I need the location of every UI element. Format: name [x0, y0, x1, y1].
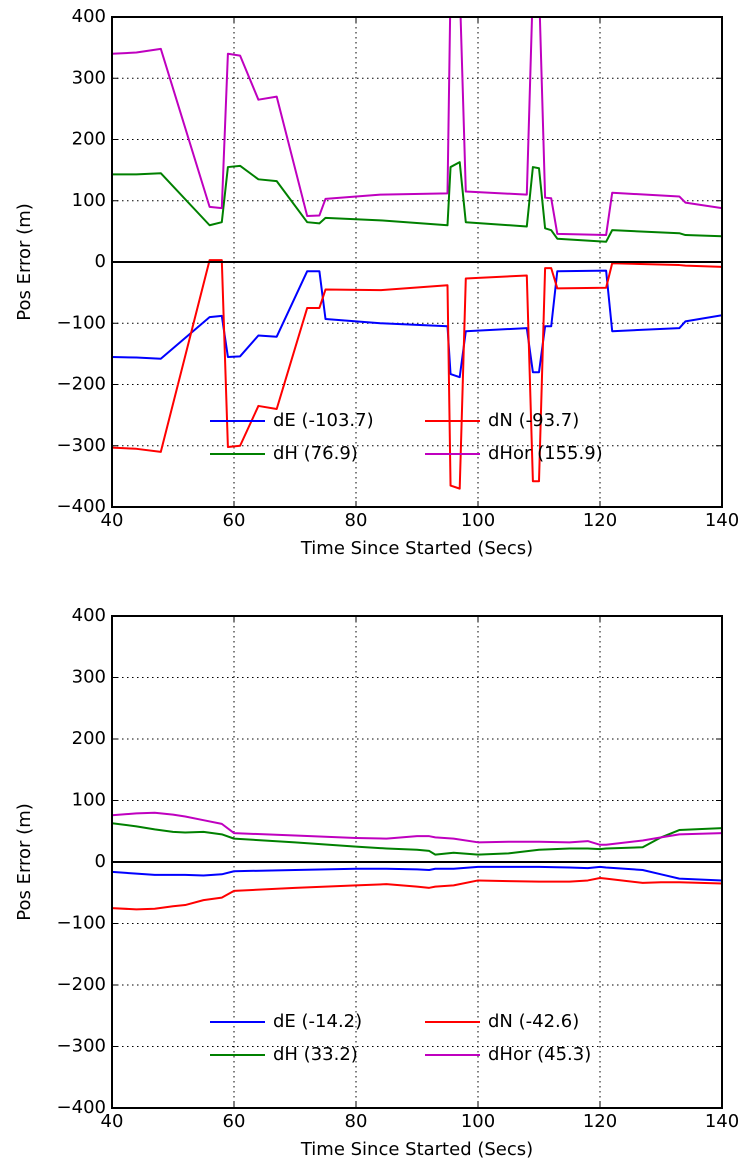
series-line [112, 811, 722, 846]
x-tick-label: 100 [461, 1111, 495, 1132]
y-tick-label: 200 [72, 728, 106, 749]
legend-label: dE (-14.2) [273, 1011, 362, 1032]
y-tick-label: 100 [72, 190, 106, 211]
y-tick-label: 300 [72, 667, 106, 688]
x-tick-label: 60 [223, 1111, 246, 1132]
y-axis-label: Pos Error (m) [14, 203, 35, 321]
x-tick-label: 40 [101, 1111, 124, 1132]
x-axis-label: Time Since Started (Secs) [300, 1139, 533, 1160]
y-tick-label: 300 [72, 67, 106, 88]
legend-label: dN (-93.7) [488, 410, 579, 431]
y-axis-label: Pos Error (m) [14, 803, 35, 921]
x-tick-label: 140 [705, 510, 739, 531]
plot-frame [111, 615, 723, 1109]
series-line [112, 161, 722, 243]
x-tick-label: 40 [101, 510, 124, 531]
y-tick-label: −200 [57, 974, 106, 995]
x-tick-label: 60 [223, 510, 246, 531]
legend-label: dH (33.2) [273, 1044, 358, 1065]
y-tick-label: −300 [57, 435, 106, 456]
legend-label: dHor (155.9) [488, 443, 603, 464]
y-tick-label: 200 [72, 129, 106, 150]
y-tick-label: −100 [57, 913, 106, 934]
y-tick-label: 0 [95, 251, 106, 272]
legend-label: dH (76.9) [273, 443, 358, 464]
x-tick-label: 140 [705, 1111, 739, 1132]
series-line [112, 17, 722, 237]
x-tick-label: 80 [345, 1111, 368, 1132]
x-axis-label: Time Since Started (Secs) [300, 538, 533, 559]
y-tick-label: 400 [72, 6, 106, 27]
y-tick-label: 400 [72, 605, 106, 626]
x-tick-label: 120 [583, 510, 617, 531]
series-line [112, 865, 722, 882]
subplot: 40 60 80 100 120 140 −400 −300 −200 −100 0 100 200 30… [14, 6, 739, 559]
x-tick-label: 80 [345, 510, 368, 531]
plot-frame [111, 16, 723, 508]
y-tick-label: −100 [57, 312, 106, 333]
y-tick-label: 100 [72, 790, 106, 811]
subplot: 40 60 80 100 120 140 −400 −300 −200 −100 0 100 200 30… [14, 605, 739, 1160]
y-tick-label: −400 [57, 1097, 106, 1118]
x-tick-label: 100 [461, 510, 495, 531]
legend-label: dN (-42.6) [488, 1011, 579, 1032]
series-line [112, 259, 722, 490]
legend-label: dHor (45.3) [488, 1044, 591, 1065]
y-tick-label: −400 [57, 496, 106, 517]
series-line [112, 876, 722, 911]
series-line [112, 822, 722, 856]
y-tick-label: 0 [95, 851, 106, 872]
y-tick-label: −200 [57, 374, 106, 395]
legend-label: dE (-103.7) [273, 410, 374, 431]
x-tick-label: 120 [583, 1111, 617, 1132]
y-tick-label: −300 [57, 1036, 106, 1057]
